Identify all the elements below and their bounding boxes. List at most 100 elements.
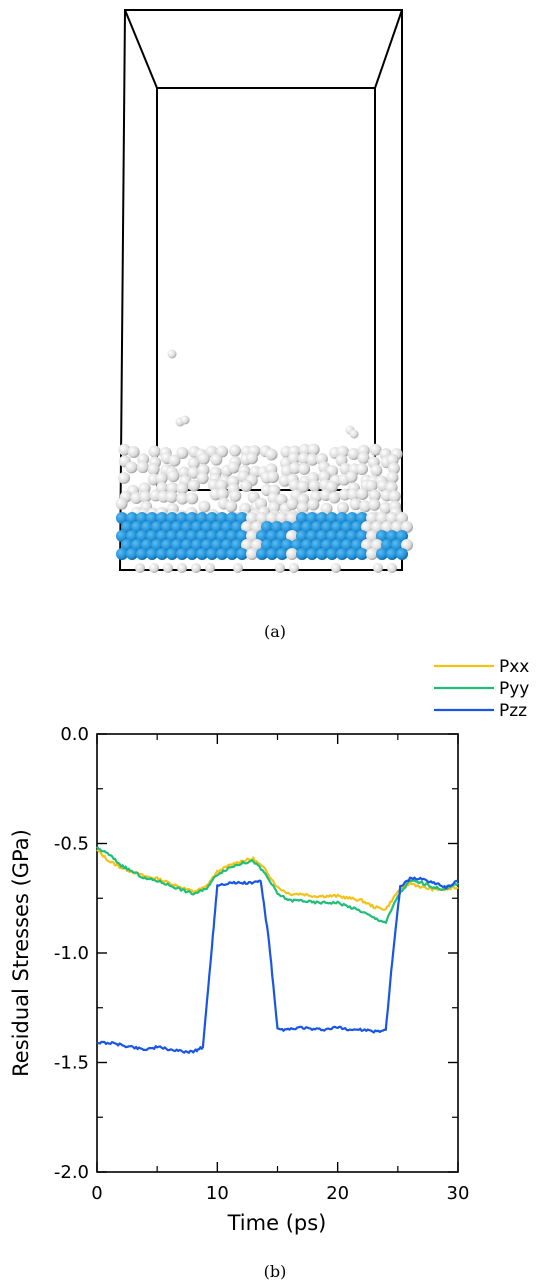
blue-atom	[351, 521, 363, 533]
legend-label-pxx: Pxx	[499, 657, 529, 677]
gray-atom	[139, 490, 152, 503]
gray-atom	[386, 512, 398, 524]
gray-atom	[180, 415, 190, 425]
blue-atom	[336, 530, 348, 542]
blue-atom	[316, 512, 328, 524]
blue-atom	[151, 539, 163, 551]
gray-atom	[167, 470, 180, 483]
blue-atom	[291, 521, 303, 533]
gray-atom	[176, 482, 189, 495]
blue-atom	[206, 530, 218, 542]
gray-atom	[381, 521, 393, 533]
blue-atom	[156, 548, 168, 560]
gray-atom	[289, 462, 302, 475]
blue-atom	[261, 521, 273, 533]
blue-atom	[166, 512, 178, 524]
gray-atom	[210, 453, 223, 466]
blue-atom	[141, 539, 153, 551]
blue-atom	[271, 539, 283, 551]
gray-atom	[229, 444, 242, 457]
blue-atom	[206, 512, 218, 524]
blue-atom	[181, 521, 193, 533]
gray-atom	[127, 446, 140, 459]
panel-b-caption: (b)	[263, 1262, 287, 1281]
blue-atom	[381, 539, 393, 551]
blue-atom	[146, 530, 158, 542]
blue-atom	[196, 548, 208, 560]
gray-atom	[349, 429, 359, 439]
y-tick-label: -1.5	[54, 1053, 89, 1074]
blue-atom	[321, 539, 333, 551]
blue-atom	[356, 530, 368, 542]
gray-atom	[368, 498, 381, 511]
gray-atom	[187, 479, 200, 492]
gray-atom	[401, 539, 413, 551]
gray-atom	[308, 479, 321, 492]
gray-atom	[125, 461, 138, 474]
blue-atom	[146, 548, 158, 560]
blue-atom	[116, 548, 128, 560]
blue-atom	[131, 521, 143, 533]
y-tick-label: 0.0	[60, 724, 89, 745]
gray-atom	[176, 447, 189, 460]
gray-atom	[276, 512, 288, 524]
x-tick-label: 10	[206, 1183, 229, 1204]
gray-atom	[371, 521, 383, 533]
blue-atom	[321, 521, 333, 533]
blue-atom	[131, 539, 143, 551]
gray-atom	[251, 539, 263, 551]
blue-atom	[186, 512, 198, 524]
blue-atom	[141, 521, 153, 533]
series-line-pxx	[96, 848, 459, 911]
blue-atom	[236, 548, 248, 560]
blue-atom	[211, 539, 223, 551]
atom-cluster	[115, 349, 413, 573]
blue-atom	[271, 521, 283, 533]
gray-atom	[246, 452, 259, 465]
blue-atom	[326, 548, 338, 560]
panel-a-caption: (a)	[263, 622, 287, 641]
gray-atom	[227, 461, 240, 474]
blue-atom	[301, 521, 313, 533]
gray-atom	[347, 448, 360, 461]
blue-atom	[351, 539, 363, 551]
gray-atom	[286, 548, 298, 560]
y-tick-label: -1.0	[54, 943, 89, 964]
blue-atom	[256, 548, 268, 560]
gray-atom	[387, 563, 397, 573]
gray-atom	[130, 492, 143, 505]
gray-atom	[347, 488, 360, 501]
blue-atom	[136, 548, 148, 560]
axis-ticks: 0 10 20 30 0.0 -0.5 -1.0 -1.5 -2.0	[54, 724, 470, 1204]
gray-atom	[373, 563, 383, 573]
blue-atom	[166, 548, 178, 560]
blue-atom	[346, 548, 358, 560]
gray-atom	[386, 471, 399, 484]
gray-atom	[198, 500, 211, 513]
gray-atom	[379, 502, 392, 515]
blue-atom	[326, 530, 338, 542]
gray-atom	[349, 498, 362, 511]
legend-label-pzz: Pzz	[499, 701, 527, 721]
blue-atom	[226, 530, 238, 542]
blue-atom	[226, 548, 238, 560]
gray-atom	[345, 470, 358, 483]
blue-atom	[301, 539, 313, 551]
blue-atom	[221, 539, 233, 551]
gray-atom	[197, 452, 210, 465]
blue-atom	[206, 548, 218, 560]
blue-atom	[161, 539, 173, 551]
blue-atom	[126, 530, 138, 542]
blue-atom	[356, 548, 368, 560]
blue-atom	[266, 530, 278, 542]
gray-atom	[401, 521, 413, 533]
blue-atom	[196, 512, 208, 524]
blue-atom	[136, 512, 148, 524]
blue-atom	[391, 539, 403, 551]
blue-atom	[196, 530, 208, 542]
blue-atom	[346, 530, 358, 542]
blue-atom	[316, 530, 328, 542]
gray-atom	[396, 512, 408, 524]
blue-atom	[306, 530, 318, 542]
